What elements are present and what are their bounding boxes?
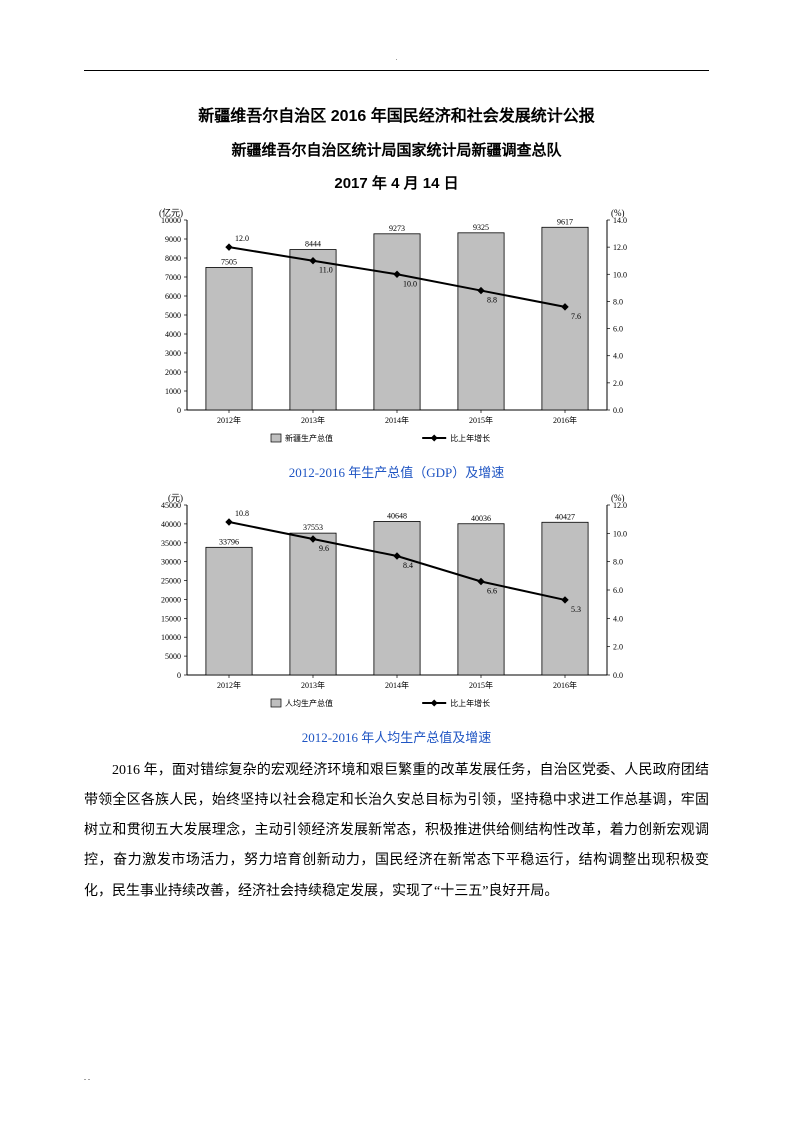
svg-text:1000: 1000: [165, 387, 181, 396]
svg-text:8.4: 8.4: [403, 561, 413, 570]
doc-date: 2017 年 4 月 14 日: [84, 167, 709, 200]
svg-text:新疆生产总值: 新疆生产总值: [285, 433, 333, 443]
svg-text:8.8: 8.8: [487, 296, 497, 305]
svg-text:0: 0: [177, 671, 181, 680]
svg-text:40427: 40427: [555, 512, 575, 521]
svg-text:7505: 7505: [221, 258, 237, 267]
svg-text:10.0: 10.0: [403, 279, 417, 288]
svg-text:2000: 2000: [165, 368, 181, 377]
svg-text:9325: 9325: [473, 223, 489, 232]
body-paragraph: 2016 年，面对错综复杂的宏观经济环境和艰巨繁重的改革发展任务，自治区党委、人…: [84, 756, 709, 906]
percap-chart: 0 5000 10000 15000 20000 25000 30000 35000 40000…: [143, 491, 651, 717]
svg-text:6.0: 6.0: [613, 586, 623, 595]
doc-title: 新疆维吾尔自治区 2016 年国民经济和社会发展统计公报: [84, 99, 709, 134]
gdp-chart: 0100020003000400050006000700080009000100…: [143, 206, 651, 452]
svg-text:3000: 3000: [165, 349, 181, 358]
svg-text:比上年增长: 比上年增长: [450, 698, 490, 708]
decor-dot: .: [84, 56, 709, 62]
svg-text:4.0: 4.0: [613, 352, 623, 361]
svg-text:2014年: 2014年: [385, 415, 409, 425]
svg-text:8.0: 8.0: [613, 558, 623, 567]
svg-text:12.0: 12.0: [235, 234, 249, 243]
svg-text:8444: 8444: [305, 240, 321, 249]
svg-text:10000: 10000: [161, 633, 181, 642]
svg-text:2.0: 2.0: [613, 379, 623, 388]
svg-text:10.0: 10.0: [613, 270, 627, 279]
svg-text:7.6: 7.6: [571, 312, 581, 321]
svg-text:2015年: 2015年: [469, 680, 493, 690]
svg-text:15000: 15000: [161, 615, 181, 624]
svg-text:20000: 20000: [161, 596, 181, 605]
footer-dots: . .: [84, 1073, 90, 1082]
svg-text:0.0: 0.0: [613, 671, 623, 680]
svg-text:4000: 4000: [165, 330, 181, 339]
svg-text:7000: 7000: [165, 273, 181, 282]
svg-text:10.8: 10.8: [235, 509, 249, 518]
svg-text:6.6: 6.6: [487, 587, 497, 596]
title-block: 新疆维吾尔自治区 2016 年国民经济和社会发展统计公报 新疆维吾尔自治区统计局…: [84, 99, 709, 200]
svg-text:5000: 5000: [165, 652, 181, 661]
svg-text:比上年增长: 比上年增长: [450, 433, 490, 443]
svg-text:10.0: 10.0: [613, 530, 627, 539]
top-rule: [84, 70, 709, 71]
svg-text:2014年: 2014年: [385, 680, 409, 690]
svg-text:2012年: 2012年: [217, 415, 241, 425]
svg-text:37553: 37553: [303, 523, 323, 532]
svg-text:(%): (%): [611, 493, 625, 503]
svg-text:2015年: 2015年: [469, 415, 493, 425]
svg-text:6.0: 6.0: [613, 325, 623, 334]
svg-text:33796: 33796: [219, 538, 239, 547]
svg-text:4.0: 4.0: [613, 615, 623, 624]
svg-text:2012年: 2012年: [217, 680, 241, 690]
doc-subtitle: 新疆维吾尔自治区统计局国家统计局新疆调查总队: [84, 134, 709, 167]
svg-text:9273: 9273: [389, 224, 405, 233]
svg-text:35000: 35000: [161, 539, 181, 548]
svg-text:0: 0: [177, 406, 181, 415]
svg-text:6000: 6000: [165, 292, 181, 301]
svg-text:12.0: 12.0: [613, 243, 627, 252]
svg-text:9.6: 9.6: [319, 544, 329, 553]
chart2-container: 0 5000 10000 15000 20000 25000 30000 35000 40000…: [84, 491, 709, 717]
svg-text:8.0: 8.0: [613, 298, 623, 307]
svg-text:2013年: 2013年: [301, 680, 325, 690]
svg-text:2016年: 2016年: [553, 415, 577, 425]
chart1-caption: 2012-2016 年生产总值（GDP）及增速: [84, 462, 709, 481]
svg-text:人均生产总值: 人均生产总值: [285, 698, 333, 708]
svg-text:(亿元): (亿元): [159, 207, 183, 218]
svg-text:40648: 40648: [387, 512, 407, 521]
svg-text:2013年: 2013年: [301, 415, 325, 425]
svg-text:40036: 40036: [471, 514, 491, 523]
svg-text:25000: 25000: [161, 577, 181, 586]
svg-text:8000: 8000: [165, 254, 181, 263]
svg-text:40000: 40000: [161, 520, 181, 529]
svg-text:30000: 30000: [161, 558, 181, 567]
svg-text:(元): (元): [168, 493, 183, 503]
svg-text:2.0: 2.0: [613, 643, 623, 652]
svg-text:2016年: 2016年: [553, 680, 577, 690]
svg-text:11.0: 11.0: [319, 266, 333, 275]
svg-text:9617: 9617: [557, 217, 573, 226]
chart2-caption: 2012-2016 年人均生产总值及增速: [84, 727, 709, 746]
svg-text:5.3: 5.3: [571, 605, 581, 614]
svg-text:0.0: 0.0: [613, 406, 623, 415]
svg-text:9000: 9000: [165, 235, 181, 244]
svg-text:(%): (%): [611, 208, 625, 218]
chart1-container: 0100020003000400050006000700080009000100…: [84, 206, 709, 452]
svg-text:5000: 5000: [165, 311, 181, 320]
